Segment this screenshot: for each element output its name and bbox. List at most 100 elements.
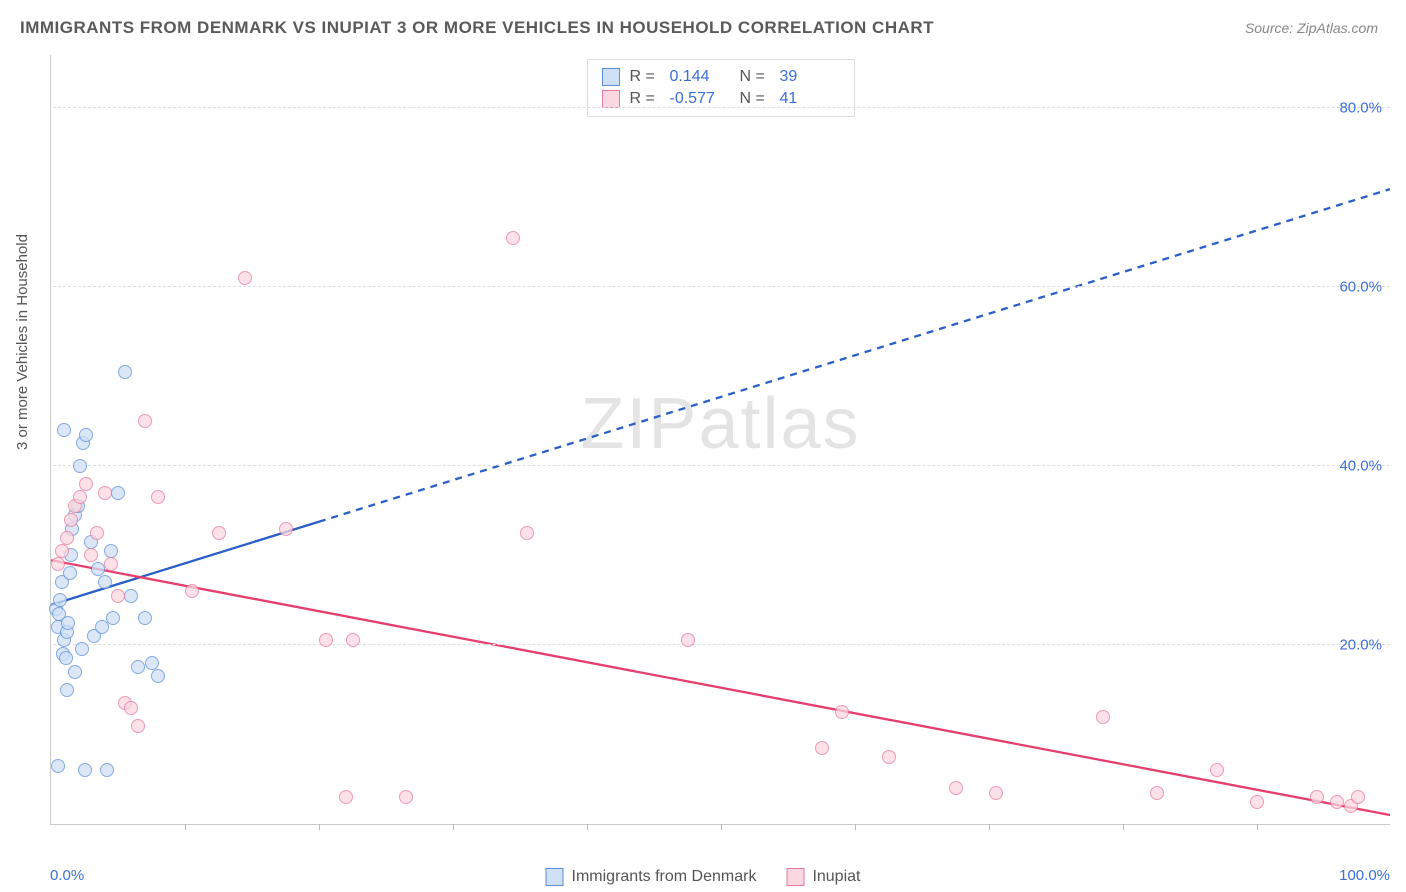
point-inupiat [506,231,520,245]
swatch-denmark [602,68,620,86]
point-inupiat [989,786,1003,800]
point-inupiat [1210,763,1224,777]
point-denmark [51,759,65,773]
n-value-denmark: 39 [780,68,840,86]
scatter-plot-area: ZIPatlas R = 0.144 N = 39 R = -0.577 N =… [50,55,1390,825]
x-axis-max-label: 100.0% [1339,867,1390,884]
point-denmark [75,642,89,656]
point-denmark [104,544,118,558]
point-denmark [79,428,93,442]
point-inupiat [949,781,963,795]
x-tick [1257,824,1258,830]
y-tick-label: 20.0% [1339,636,1382,653]
n-label: N = [740,90,770,108]
y-tick-label: 40.0% [1339,457,1382,474]
point-denmark [111,486,125,500]
point-denmark [61,616,75,630]
y-tick-label: 80.0% [1339,99,1382,116]
point-inupiat [79,477,93,491]
point-denmark [106,611,120,625]
x-axis-min-label: 0.0% [50,867,84,884]
swatch-denmark [546,868,564,886]
point-inupiat [238,271,252,285]
x-tick [1123,824,1124,830]
swatch-inupiat [602,90,620,108]
point-inupiat [185,584,199,598]
legend-row-denmark: R = 0.144 N = 39 [602,66,840,88]
point-denmark [100,763,114,777]
point-denmark [53,593,67,607]
point-denmark [57,423,71,437]
point-inupiat [1096,710,1110,724]
point-inupiat [55,544,69,558]
chart-title: IMMIGRANTS FROM DENMARK VS INUPIAT 3 OR … [20,18,934,38]
trend-line [319,189,1390,522]
point-inupiat [681,633,695,647]
source-attribution: Source: ZipAtlas.com [1245,20,1378,36]
point-inupiat [151,490,165,504]
point-inupiat [111,589,125,603]
point-denmark [73,459,87,473]
point-inupiat [60,531,74,545]
r-value-inupiat: -0.577 [670,90,730,108]
x-tick [989,824,990,830]
point-inupiat [346,633,360,647]
gridline [53,286,1390,287]
correlation-legend: R = 0.144 N = 39 R = -0.577 N = 41 [587,59,855,117]
point-denmark [60,683,74,697]
point-inupiat [1250,795,1264,809]
point-inupiat [124,701,138,715]
point-denmark [118,365,132,379]
gridline [53,644,1390,645]
series-legend: Immigrants from Denmark Inupiat [546,868,861,886]
point-denmark [59,651,73,665]
n-value-inupiat: 41 [780,90,840,108]
point-denmark [124,589,138,603]
series-name-inupiat: Inupiat [812,868,860,886]
point-denmark [91,562,105,576]
n-label: N = [740,68,770,86]
point-denmark [138,611,152,625]
x-tick [855,824,856,830]
trend-line [51,560,1390,815]
trend-lines-layer [51,55,1390,824]
point-inupiat [90,526,104,540]
legend-item-denmark: Immigrants from Denmark [546,868,757,886]
gridline [53,465,1390,466]
x-tick [185,824,186,830]
point-inupiat [835,705,849,719]
point-inupiat [1310,790,1324,804]
point-denmark [68,665,82,679]
legend-item-inupiat: Inupiat [786,868,860,886]
point-inupiat [64,513,78,527]
point-denmark [145,656,159,670]
swatch-inupiat [786,868,804,886]
series-name-denmark: Immigrants from Denmark [572,868,757,886]
point-inupiat [279,522,293,536]
y-tick-label: 60.0% [1339,278,1382,295]
point-inupiat [84,548,98,562]
point-inupiat [815,741,829,755]
point-inupiat [1330,795,1344,809]
y-axis-label: 3 or more Vehicles in Household [14,234,31,450]
point-inupiat [882,750,896,764]
x-tick [721,824,722,830]
r-label: R = [630,90,660,108]
point-denmark [131,660,145,674]
point-inupiat [1351,790,1365,804]
point-inupiat [1150,786,1164,800]
point-inupiat [319,633,333,647]
point-inupiat [138,414,152,428]
point-inupiat [51,557,65,571]
point-inupiat [212,526,226,540]
point-inupiat [339,790,353,804]
point-denmark [78,763,92,777]
point-denmark [151,669,165,683]
point-inupiat [399,790,413,804]
point-inupiat [73,490,87,504]
point-inupiat [131,719,145,733]
x-tick [587,824,588,830]
x-tick [453,824,454,830]
point-denmark [63,566,77,580]
point-inupiat [98,486,112,500]
